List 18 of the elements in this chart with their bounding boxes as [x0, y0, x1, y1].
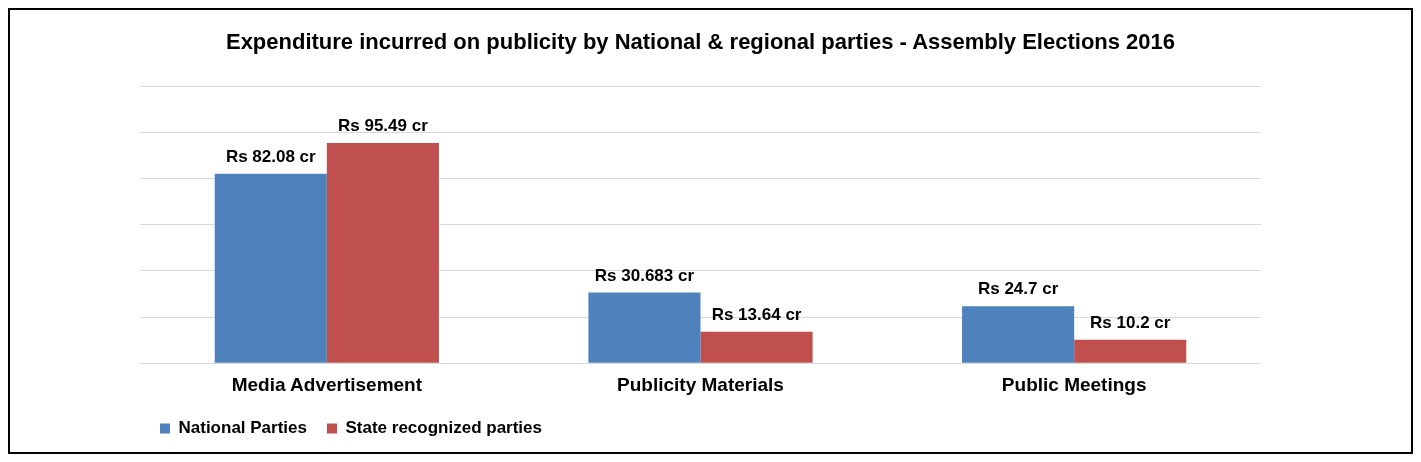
- chart-title: Expenditure incurred on publicity by National & regional parties - Assembly Elections 2016: [225, 29, 1176, 55]
- data-label: Rs 82.08 cr: [225, 147, 317, 167]
- data-label: Rs 13.64 cr: [711, 304, 802, 324]
- bar: [700, 331, 813, 363]
- data-label: Rs 10.2 cr: [1090, 312, 1171, 332]
- data-label: Rs 30.683 cr: [594, 265, 695, 285]
- bar: [326, 142, 439, 363]
- bar: [214, 173, 327, 363]
- x-tick-label: Publicity Materials: [617, 373, 784, 395]
- bar: [588, 292, 701, 363]
- legend-label: National Parties: [178, 418, 307, 438]
- bar: [962, 306, 1075, 363]
- bar: [1074, 339, 1187, 363]
- x-tick-label: Public Meetings: [1001, 373, 1147, 395]
- data-label: Rs 24.7 cr: [977, 279, 1059, 299]
- x-tick-label: Media Advertisement: [231, 373, 423, 395]
- data-label: Rs 95.49 cr: [337, 116, 429, 136]
- legend-label: State recognized parties: [345, 418, 542, 438]
